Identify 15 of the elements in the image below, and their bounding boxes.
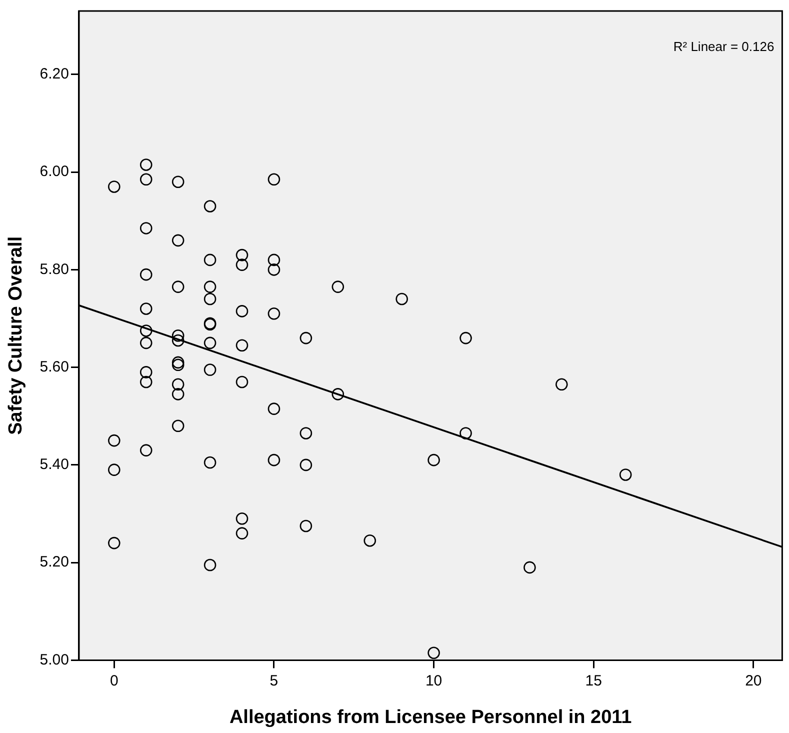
annotation: R² Linear = 0.126: [673, 39, 774, 54]
x-tick-label: 20: [745, 672, 762, 690]
y-axis-title: Safety Culture Overall: [6, 236, 27, 435]
x-axis-title: Allegations from Licensee Personnel in 2011: [229, 706, 632, 728]
y-tick-label: 5.60: [40, 358, 69, 376]
x-tick-label: 0: [110, 672, 118, 690]
y-tick-label: 5.20: [40, 554, 69, 571]
x-tick-label: 10: [425, 672, 442, 690]
y-tick-label: 6.00: [40, 163, 69, 180]
y-tick-label: 5.00: [40, 651, 69, 668]
y-tick-label: 6.20: [40, 66, 69, 83]
y-tick-label: 5.80: [40, 260, 69, 278]
x-tick-label: 15: [585, 672, 602, 690]
x-tick-label: 5: [270, 672, 278, 690]
y-tick-label: 5.40: [40, 456, 69, 474]
